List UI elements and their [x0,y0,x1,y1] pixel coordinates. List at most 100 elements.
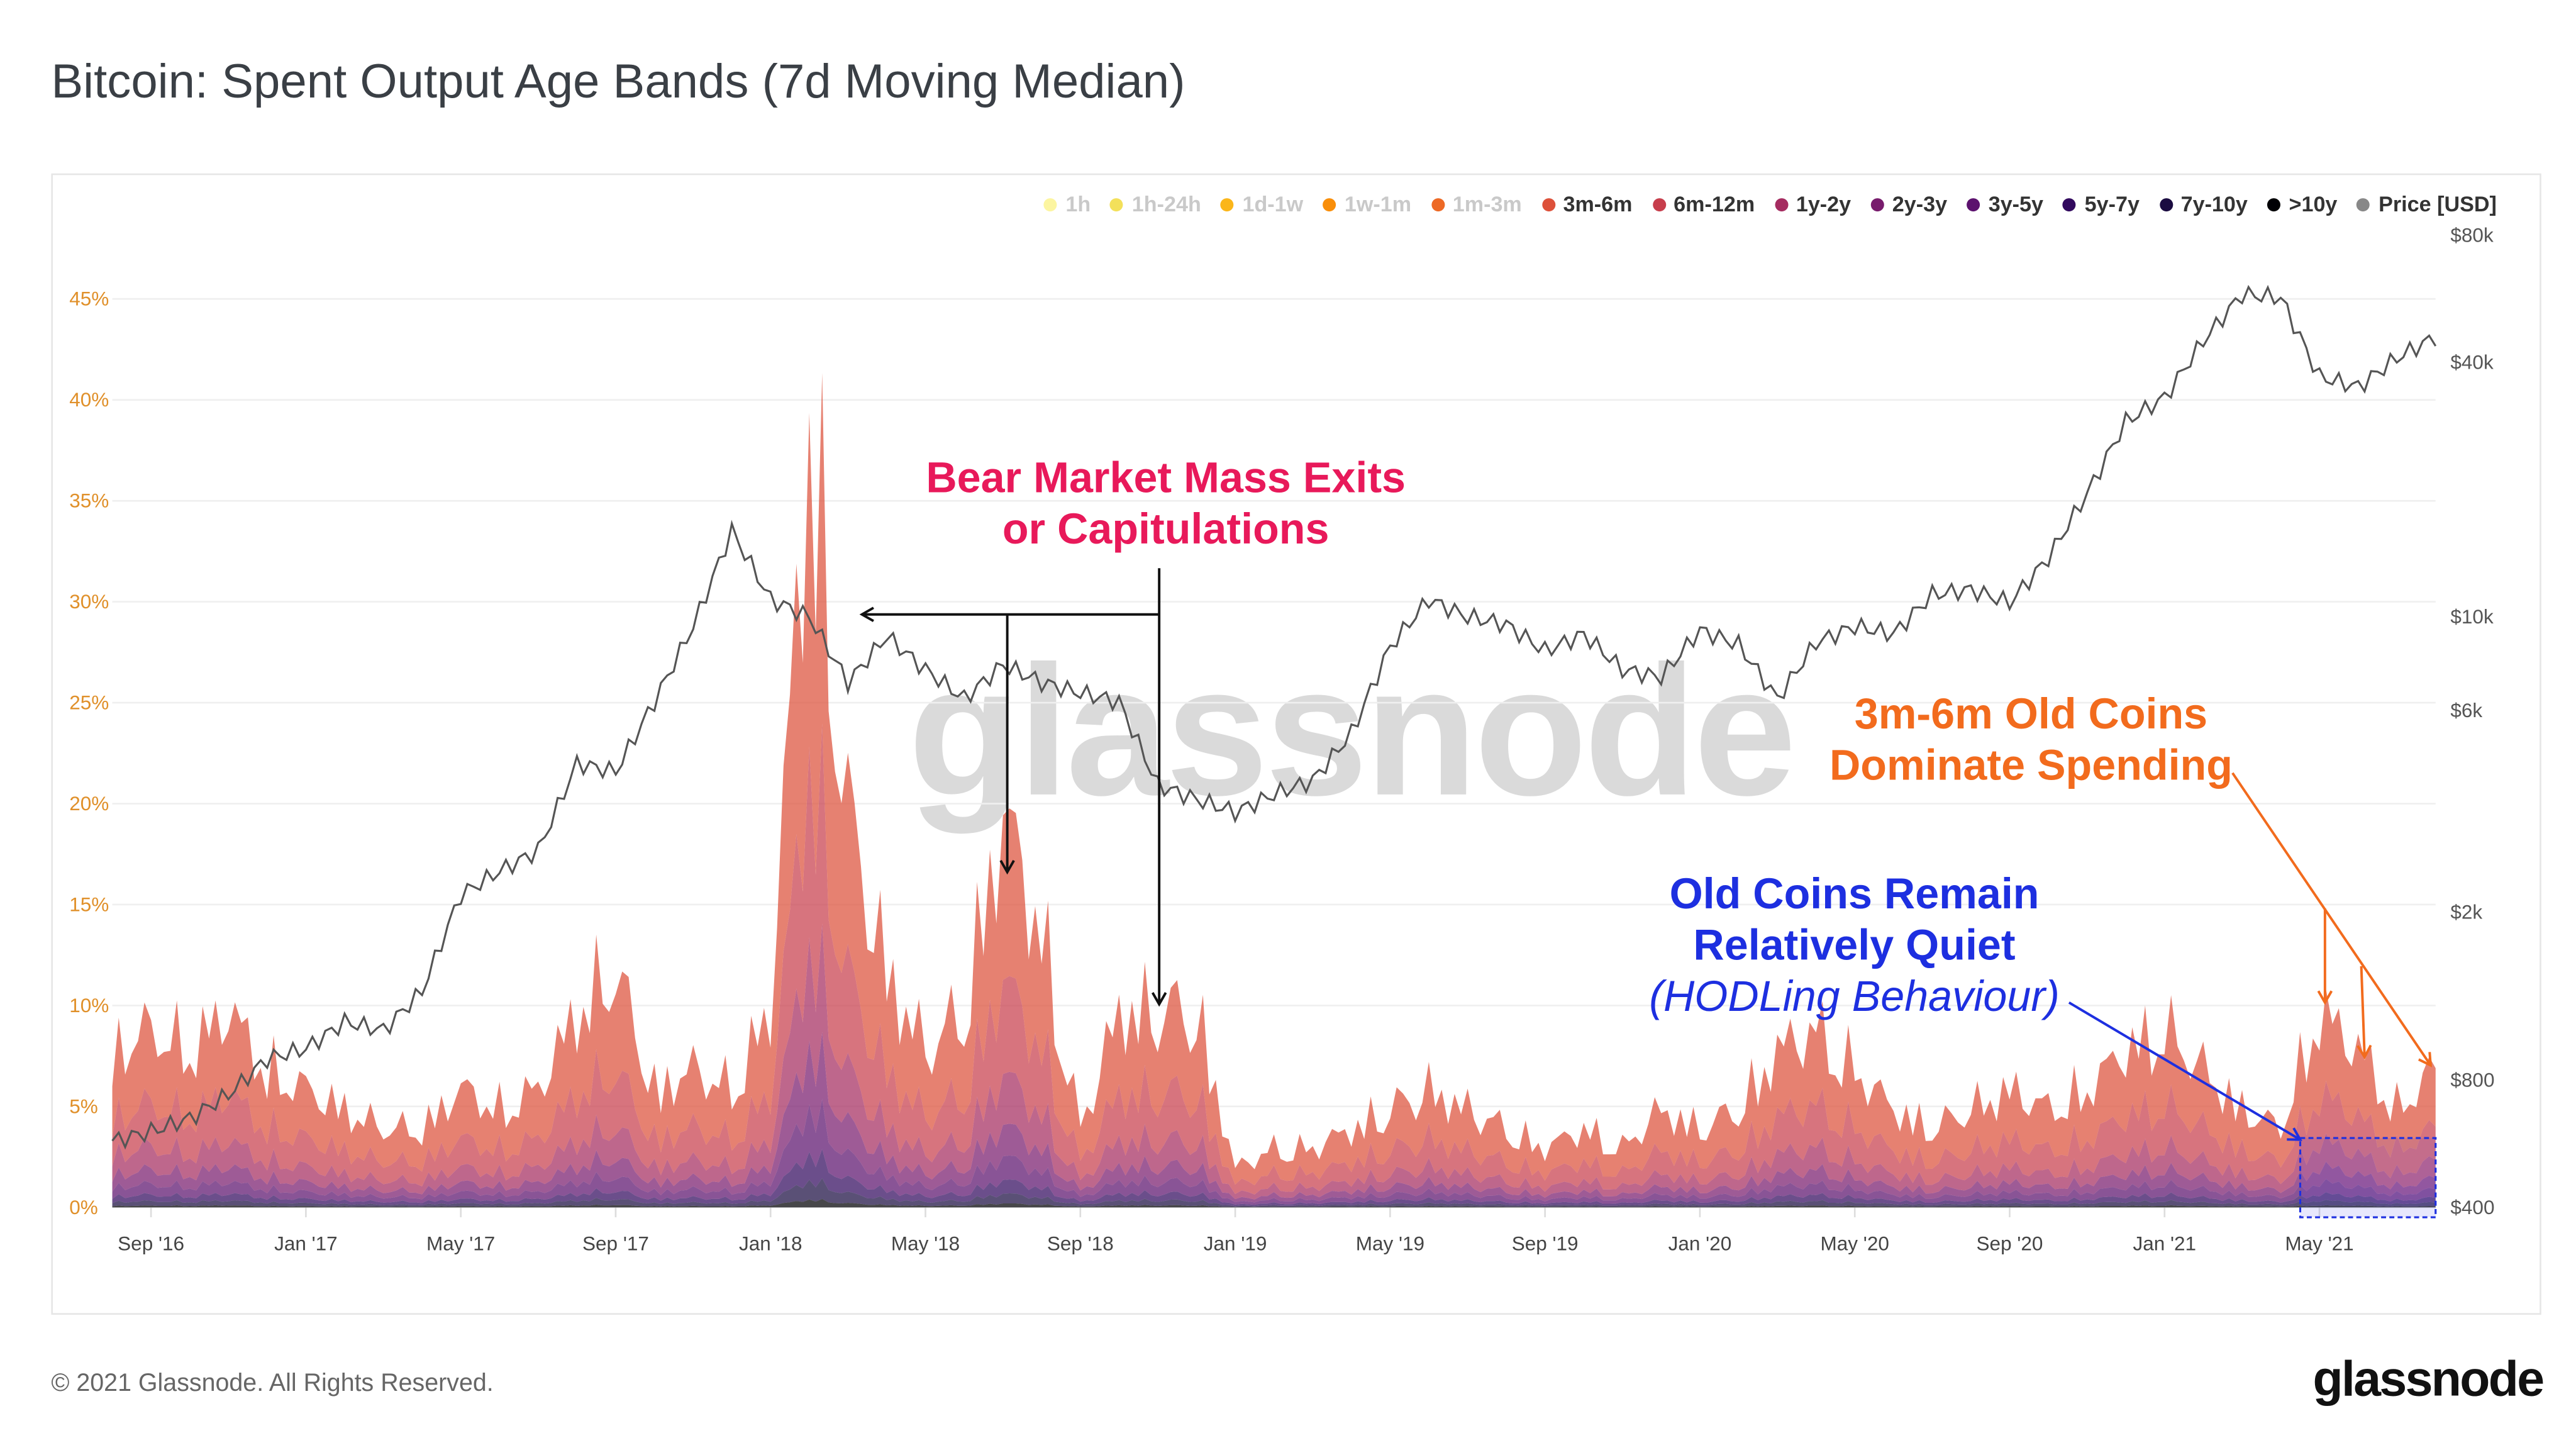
x-tick-label: May '17 [426,1232,495,1255]
x-tick-label: Jan '18 [739,1232,802,1255]
band-area-6m-12m [112,723,2436,1195]
band-area-gt10y [112,1198,2436,1208]
y-tick-label: 15% [69,893,109,915]
legend-dot-icon [1044,197,1058,211]
x-tick-label: Sep '16 [118,1232,184,1255]
price-tick-label: $10k [2450,605,2494,628]
band-area-3m-6m [112,372,2436,1186]
y-tick-label: 40% [69,388,109,411]
y-tick-label: 20% [69,792,109,815]
y-tick-label: 5% [69,1095,98,1117]
legend-item[interactable]: 2y-3y [1870,191,1948,216]
legend-dot-icon [1967,197,1980,211]
dominate-arrow [2357,966,2372,1060]
legend-item[interactable]: 5y-7y [2063,192,2140,216]
legend-item[interactable]: Price [USD] [2357,192,2497,216]
legend-dot-icon [1652,197,1666,211]
price-tick-label: $800 [2450,1069,2494,1091]
y-tick-label: 45% [69,287,109,310]
legend-dot-icon [1870,197,1884,211]
band-area-3y-5y [112,1098,2436,1205]
annotation-line: Relatively Quiet [1693,920,2016,970]
annotation-dominate-spending: 3m-6m Old Coins Dominate Spending [1829,689,2233,791]
legend-label: 1w-1m [1344,191,1412,216]
legend-dot-icon [1774,197,1788,211]
page-title: Bitcoin: Spent Output Age Bands (7d Movi… [51,56,1185,109]
price-tick-label: $2k [2450,900,2482,923]
annotation-line: or Capitulations [1002,503,1330,554]
legend-label: 1m-3m [1452,191,1522,216]
legend-item[interactable]: 3m-6m [1541,191,1633,216]
legend-label: 1h [1065,191,1091,216]
legend-label: 3m-6m [1563,191,1633,216]
legend-label: >10y [2289,191,2338,216]
band-area-1y-2y [112,923,2436,1200]
legend: 1h 1h-24h 1d-1w 1w-1m 1m-3m 3m-6m 6m-12m 1y-2y 2… [1044,192,2497,216]
x-tick-label: Jan '17 [274,1232,338,1255]
y-tick-label: 30% [69,590,109,613]
quiet-arrow [2068,1001,2302,1141]
legend-item[interactable]: 7y-10y [2159,191,2248,216]
x-tick-label: Sep '19 [1512,1232,1579,1255]
legend-item[interactable]: 1d-1w [1221,192,1303,216]
legend-label: 2y-3y [1892,191,1948,216]
price-tick-label: $80k [2450,223,2494,246]
legend-dot-icon [1541,197,1555,211]
annotation-line: Old Coins Remain [1669,869,2040,918]
legend-item[interactable]: 3y-5y [1967,192,2043,216]
annotation-bear-market: Bear Market Mass Exits or Capitulations [926,452,1406,555]
annotation-line: 3m-6m Old Coins [1854,688,2208,739]
band-area-7y-10y [112,1178,2436,1207]
legend-label: 3y-5y [1988,191,2044,216]
price-line [111,284,2437,1150]
legend-label: 6m-12m [1674,191,1755,216]
dominate-arrow [2231,772,2433,1068]
x-tick-label: May '19 [1356,1232,1424,1255]
legend-dot-icon [1431,197,1445,211]
glassnode-logo: glassnode [2312,1352,2545,1408]
x-tick-label: Jan '20 [1668,1232,1732,1255]
legend-item[interactable]: 1y-2y [1774,191,1852,216]
legend-item[interactable]: 1m-3m [1431,192,1522,216]
x-tick-label: Sep '17 [582,1232,649,1255]
x-tick-label: Sep '20 [1977,1232,2043,1255]
x-tick-label: Jan '19 [1204,1232,1267,1255]
legend-item[interactable]: >10y [2267,192,2337,216]
x-tick-label: May '21 [2285,1232,2353,1255]
legend-dot-icon [2357,197,2370,211]
annotation-line: Dominate Spending [1829,740,2233,790]
legend-label: Price [USD] [2379,191,2497,216]
legend-label: 1d-1w [1242,191,1304,216]
y-tick-label: 10% [69,994,109,1017]
annotation-old-coins-quiet: Old Coins Remain Relatively Quiet (HODLi… [1649,869,2060,1022]
x-tick-label: May '18 [891,1232,960,1255]
band-area-2y-3y [112,1032,2436,1203]
legend-item[interactable]: 1h-24h [1110,192,1201,216]
y-tick-label: 35% [69,489,109,512]
legend-item[interactable]: 1h [1044,192,1091,216]
legend-dot-icon [2063,197,2077,211]
legend-label: 7y-10y [2180,191,2248,216]
chart-frame [51,173,2541,1315]
legend-item[interactable]: 1w-1m [1323,192,1411,216]
legend-label: 5y-7y [2084,191,2140,216]
highlight-box [2299,1137,2437,1219]
x-tick-label: Sep '18 [1047,1232,1114,1255]
legend-dot-icon [1110,197,1124,211]
legend-dot-icon [1221,197,1235,211]
price-tick-label: $6k [2450,699,2482,722]
legend-item[interactable]: 6m-12m [1652,192,1755,216]
y-tick-label: 25% [69,691,109,714]
price-tick-label: $400 [2450,1196,2494,1219]
annotation-line: Bear Market Mass Exits [926,452,1406,503]
annotation-line: (HODLing Behaviour) [1649,971,2060,1021]
watermark: glassnode [908,627,1796,834]
legend-label: 1y-2y [1796,191,1852,216]
band-area-5y-7y [112,1149,2436,1207]
x-tick-label: May '20 [1821,1232,1889,1255]
price-tick-label: $40k [2450,351,2494,374]
y-tick-label: 0% [69,1196,98,1219]
legend-dot-icon [2267,197,2281,211]
